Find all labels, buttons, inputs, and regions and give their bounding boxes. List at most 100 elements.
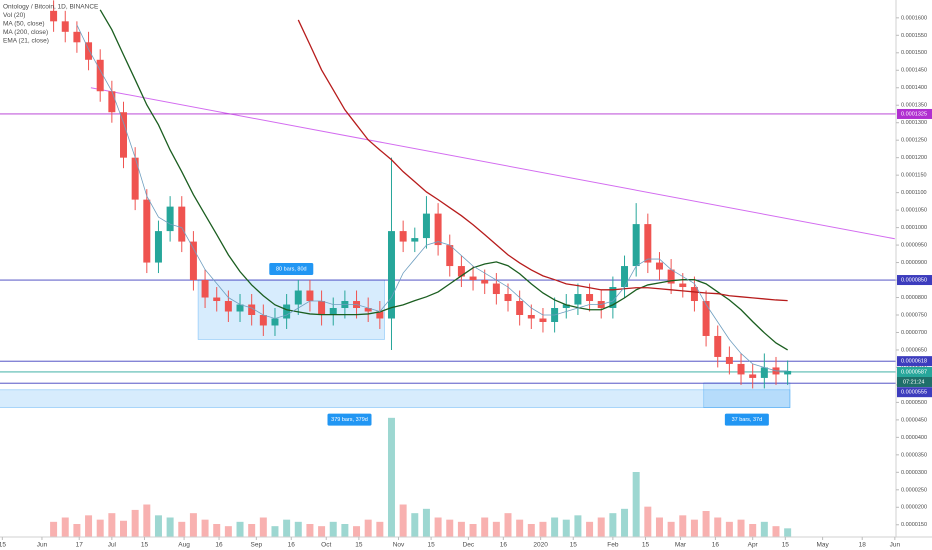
price-label-box	[897, 108, 932, 119]
volume-bar	[318, 526, 326, 537]
y-tick-label: 0.0001500	[901, 50, 927, 56]
candle-body	[224, 301, 232, 312]
trendline	[90, 87, 895, 240]
range-label-box	[327, 413, 372, 426]
x-tick-label: Dec	[463, 542, 475, 549]
price-label-box	[897, 356, 932, 367]
y-tick-label: 0.0000300	[901, 470, 927, 476]
candle-body	[154, 231, 162, 263]
candle-body	[166, 206, 174, 232]
volume-bar	[271, 526, 279, 537]
range-label: 379 bars, 379d	[331, 417, 368, 423]
price-label: 0.0000587	[901, 369, 927, 375]
candle-body	[702, 301, 710, 336]
candle-body	[271, 318, 279, 326]
volume-bar	[154, 515, 162, 537]
y-tick-label: 0.0001100	[901, 190, 927, 196]
candle-body	[621, 266, 629, 288]
candle-body	[96, 59, 104, 92]
price-label: 0.0000618	[901, 359, 927, 365]
volume-bar	[702, 511, 710, 537]
volume-bar	[329, 521, 337, 537]
indicator-line	[76, 24, 788, 372]
y-tick-label: 0.0001200	[901, 155, 927, 161]
volume-bar	[166, 517, 174, 537]
volume-bar	[294, 521, 302, 537]
volume-bar	[131, 509, 139, 537]
range-label-box	[724, 413, 769, 426]
y-tick-label: 0.0000250	[901, 487, 927, 493]
y-tick-label: 0.0000200	[901, 505, 927, 511]
legend-entry: Vol (20)	[3, 12, 25, 19]
legend: Ontology / Bitcoin, 1D, BINANCE Vol (20)…	[3, 4, 99, 45]
volume-bar	[236, 521, 244, 537]
y-tick-label: 0.0000950	[901, 243, 927, 249]
x-tick-label: Apr	[748, 542, 759, 549]
volume-bar	[539, 521, 547, 537]
price-label: 0.0000555	[901, 390, 927, 396]
indicator-line	[297, 19, 788, 302]
legend-entry: MA (50, close)	[3, 21, 45, 28]
volume-bar	[516, 519, 524, 537]
x-tick-label: May	[816, 542, 829, 549]
candle-body	[527, 314, 535, 319]
y-tick-label: 0.0001300	[901, 120, 927, 126]
candle-body	[725, 356, 733, 364]
y-tick-label: 0.0001050	[901, 208, 927, 214]
y-tick-label: 0.0000450	[901, 417, 927, 423]
volume-bar	[574, 515, 582, 537]
candle-body	[492, 283, 500, 295]
volume-bar	[411, 513, 419, 537]
y-tick-label: 0.0001550	[901, 33, 927, 39]
candle-body	[236, 304, 244, 312]
volume-bar	[679, 515, 687, 537]
volume-bar	[259, 517, 267, 537]
candle-body	[539, 318, 547, 322]
y-tick-label: 0.0000900	[901, 260, 927, 266]
legend-entry: EMA (21, close)	[3, 38, 49, 45]
candle-body	[434, 213, 442, 246]
volume-bar	[690, 519, 698, 537]
x-tick-label: Feb	[607, 542, 619, 549]
volume-bar	[469, 524, 477, 537]
x-tick-label: 16	[215, 542, 223, 549]
volume-bar	[457, 521, 465, 537]
y-tick-label: 0.0001150	[901, 173, 927, 179]
x-tick-label: 15	[141, 542, 149, 549]
range-label: 80 bars, 80d	[276, 266, 307, 272]
candle-body	[143, 199, 151, 263]
price-label-box	[897, 387, 932, 398]
x-tick-label: Sep	[251, 542, 263, 549]
range-label: 37 bars, 37d	[732, 417, 763, 423]
volume-bar	[120, 520, 128, 537]
candle-body	[760, 367, 768, 378]
candle-body	[632, 224, 640, 267]
volume-bar	[108, 513, 116, 537]
candle-body	[446, 245, 454, 267]
candle-body	[178, 206, 186, 242]
y-tick-label: 0.0000350	[901, 452, 927, 458]
candle-body	[737, 363, 745, 375]
candle-body	[213, 297, 221, 302]
volume-bar	[61, 517, 69, 537]
volume-bar	[609, 513, 617, 537]
candle-body	[516, 301, 524, 315]
y-tick-label: 0.0000150	[901, 522, 927, 528]
x-tick-label: 16	[288, 542, 296, 549]
candle-body	[120, 112, 128, 158]
y-tick-label: 0.0001400	[901, 85, 927, 91]
volume-bar	[248, 524, 256, 537]
volume-bar	[306, 524, 314, 537]
y-tick-label: 0.0001450	[901, 68, 927, 74]
candle-body	[714, 335, 722, 357]
range-label-box	[269, 263, 314, 276]
volume-bar	[73, 524, 81, 537]
plot-area	[0, 0, 896, 537]
candle-body	[259, 314, 267, 326]
candle-body	[422, 213, 430, 239]
x-tick-label: 2020	[533, 542, 548, 549]
volume-bar	[586, 521, 594, 537]
x-tick-label: 15	[0, 542, 6, 549]
